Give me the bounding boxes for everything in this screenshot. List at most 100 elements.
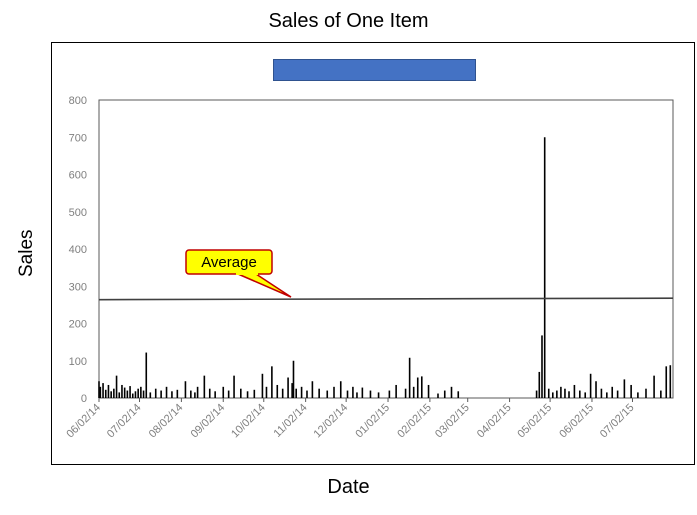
bar bbox=[420, 376, 423, 398]
bar bbox=[227, 390, 230, 398]
bar bbox=[107, 384, 110, 398]
y-tick-label: 700 bbox=[69, 132, 87, 144]
bar bbox=[457, 391, 460, 398]
bar bbox=[404, 388, 407, 398]
x-tick-label: 07/02/14 bbox=[105, 402, 144, 441]
callout-pointer bbox=[237, 273, 292, 298]
bar bbox=[300, 386, 303, 398]
bar bbox=[356, 392, 358, 398]
bar bbox=[579, 390, 581, 398]
y-tick-label: 0 bbox=[81, 393, 87, 405]
x-tick-label: 03/02/15 bbox=[433, 402, 472, 441]
bar bbox=[600, 388, 603, 398]
bar bbox=[99, 386, 102, 398]
bar bbox=[541, 335, 543, 398]
bar bbox=[246, 391, 249, 398]
bar bbox=[547, 388, 550, 398]
bar bbox=[653, 375, 655, 398]
bar bbox=[281, 388, 284, 398]
bar bbox=[140, 386, 142, 398]
bar bbox=[427, 384, 430, 398]
x-tick-label: 12/02/14 bbox=[312, 402, 351, 441]
bar bbox=[616, 390, 619, 398]
bar bbox=[560, 386, 562, 398]
bar bbox=[126, 390, 129, 398]
callout-joint bbox=[236, 271, 258, 275]
y-tick-label: 200 bbox=[69, 319, 87, 331]
bar bbox=[110, 391, 112, 398]
bar bbox=[437, 393, 439, 398]
bar bbox=[292, 360, 295, 398]
bar bbox=[240, 388, 242, 398]
bar bbox=[660, 390, 662, 398]
y-tick-label: 500 bbox=[69, 207, 87, 219]
average-callout-label: Average bbox=[201, 254, 257, 271]
bar bbox=[669, 365, 672, 398]
bar bbox=[287, 377, 289, 398]
bar bbox=[543, 137, 546, 398]
bar bbox=[333, 386, 335, 398]
bar bbox=[131, 393, 134, 398]
bar bbox=[630, 384, 632, 398]
bar bbox=[271, 366, 273, 398]
bar bbox=[369, 390, 372, 398]
bar bbox=[203, 375, 206, 398]
x-tick-label: 01/02/15 bbox=[353, 402, 392, 441]
bar bbox=[377, 392, 380, 398]
bar bbox=[171, 391, 173, 398]
bar bbox=[102, 383, 104, 398]
bar bbox=[573, 384, 576, 398]
bar bbox=[388, 390, 391, 398]
bar bbox=[261, 373, 264, 398]
bar bbox=[142, 390, 145, 398]
x-tick-label: 04/02/15 bbox=[475, 402, 514, 441]
bar bbox=[265, 386, 268, 398]
average-line bbox=[98, 297, 674, 301]
bar bbox=[556, 390, 558, 398]
bar bbox=[568, 391, 570, 398]
bar bbox=[352, 386, 354, 398]
chart-title: Sales of One Item bbox=[268, 10, 429, 32]
y-tick-label: 100 bbox=[69, 356, 87, 368]
bar bbox=[611, 386, 614, 398]
legend-swatch bbox=[273, 59, 476, 81]
x-tick-label: 11/02/14 bbox=[272, 402, 310, 440]
bar bbox=[412, 386, 415, 398]
bar bbox=[253, 389, 256, 398]
bar bbox=[123, 387, 126, 398]
bar bbox=[113, 388, 115, 398]
bar bbox=[214, 391, 216, 398]
bar bbox=[291, 383, 293, 398]
y-tick-label: 400 bbox=[69, 244, 87, 256]
bar bbox=[535, 390, 538, 398]
bar bbox=[233, 375, 235, 398]
bar bbox=[222, 386, 225, 398]
bar bbox=[134, 391, 137, 398]
bar bbox=[165, 386, 168, 398]
bar bbox=[295, 388, 297, 398]
bar bbox=[190, 390, 192, 398]
bar bbox=[637, 392, 639, 398]
y-tick-label: 600 bbox=[69, 170, 87, 182]
x-tick-label: 06/02/14 bbox=[64, 402, 103, 441]
bar bbox=[118, 392, 121, 398]
bar bbox=[564, 388, 566, 398]
y-tick-label: 800 bbox=[69, 95, 87, 107]
chart-frame bbox=[51, 42, 695, 465]
bar bbox=[176, 389, 179, 398]
average-callout bbox=[185, 249, 273, 275]
x-tick-label: 02/02/15 bbox=[395, 402, 434, 441]
bar bbox=[346, 390, 349, 398]
bar bbox=[208, 388, 211, 398]
x-tick-label: 07/02/15 bbox=[598, 402, 637, 441]
bar bbox=[318, 388, 320, 398]
bar bbox=[149, 392, 152, 398]
bar bbox=[154, 388, 157, 398]
x-tick-label: 09/02/14 bbox=[189, 402, 228, 441]
bar bbox=[137, 388, 139, 398]
bar bbox=[115, 375, 118, 398]
bar bbox=[276, 384, 279, 398]
bar bbox=[145, 352, 148, 398]
bar bbox=[538, 371, 541, 398]
